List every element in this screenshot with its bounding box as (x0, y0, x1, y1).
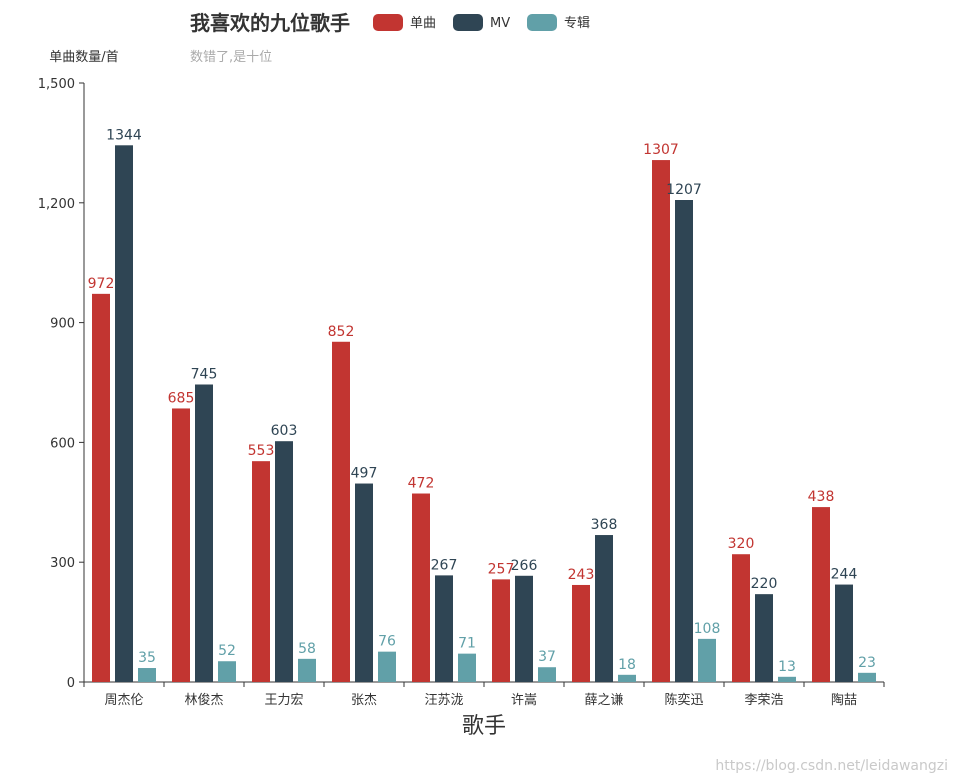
bar[interactable] (812, 507, 830, 682)
bars (92, 145, 876, 682)
data-label: 244 (831, 567, 858, 583)
data-label: 76 (378, 634, 396, 650)
bar[interactable] (858, 672, 876, 682)
bar[interactable] (458, 653, 476, 682)
x-tick-label: 张杰 (351, 693, 377, 708)
bar[interactable] (652, 160, 670, 682)
data-label: 58 (298, 641, 316, 657)
data-label: 685 (168, 390, 195, 406)
y-tick-label: 300 (50, 556, 75, 571)
x-tick-label: 周杰伦 (104, 693, 143, 708)
data-label: 603 (271, 423, 298, 439)
y-tick-label: 0 (67, 676, 75, 691)
data-label: 257 (488, 561, 515, 577)
data-label: 266 (511, 558, 538, 574)
data-label: 108 (694, 621, 721, 637)
chart-title: 我喜欢的九位歌手 (190, 11, 350, 35)
x-tick-label: 汪苏泷 (424, 692, 463, 708)
data-label: 368 (591, 517, 618, 533)
legend-swatch (453, 14, 483, 31)
bar[interactable] (355, 483, 373, 682)
data-label: 1344 (106, 127, 142, 143)
data-label: 1307 (643, 142, 679, 158)
data-label: 13 (778, 659, 796, 675)
bar[interactable] (732, 554, 750, 682)
x-tick-label: 陶喆 (831, 692, 857, 708)
x-tick-label: 林俊杰 (184, 693, 223, 708)
data-label: 320 (728, 536, 755, 552)
chart-subtitle: 数错了,是十位 (190, 50, 272, 65)
y-tick-label: 1,200 (38, 197, 75, 212)
y-tick-label: 600 (50, 436, 75, 451)
data-label: 1207 (666, 182, 702, 198)
data-label: 553 (248, 443, 275, 459)
data-label: 71 (458, 636, 476, 652)
bar[interactable] (755, 594, 773, 682)
data-label: 972 (88, 276, 115, 292)
bar[interactable] (835, 584, 853, 682)
bar[interactable] (92, 293, 110, 682)
legend-label: 单曲 (410, 16, 436, 31)
bar[interactable] (195, 384, 213, 682)
legend[interactable]: 单曲 MV 专辑 (373, 14, 590, 31)
bar[interactable] (572, 584, 590, 682)
legend-swatch (527, 14, 557, 31)
bar[interactable] (172, 408, 190, 682)
x-tick-label: 许嵩 (511, 693, 537, 708)
x-tick-label: 薛之谦 (584, 693, 623, 708)
bar[interactable] (252, 461, 270, 682)
watermark: https://blog.csdn.net/leidawangzi (715, 758, 948, 774)
legend-label: 专辑 (564, 16, 590, 31)
legend-swatch (373, 14, 403, 31)
x-axis-name: 歌手 (462, 714, 506, 739)
data-labels: 972 1344 35 685 745 52 553 603 58 852 497 76 472 267 7… (88, 127, 876, 675)
bar[interactable] (778, 676, 796, 682)
y-tick-label: 1,500 (38, 77, 75, 92)
bar[interactable] (275, 441, 293, 682)
bar[interactable] (595, 535, 613, 682)
legend-label: MV (490, 16, 510, 31)
data-label: 438 (808, 489, 835, 505)
x-tick-label: 王力宏 (264, 693, 303, 708)
x-tick-label: 陈奕迅 (664, 692, 703, 708)
y-tick-label: 900 (50, 317, 75, 332)
data-label: 23 (858, 655, 876, 671)
x-axis: 周杰伦 林俊杰 王力宏 张杰 汪苏泷 许嵩 薛之谦 陈奕迅 李荣浩 陶喆 (83, 681, 885, 708)
data-label: 243 (568, 567, 595, 583)
bar[interactable] (378, 651, 396, 682)
data-label: 18 (618, 657, 636, 673)
bar[interactable] (115, 145, 133, 682)
legend-item-2[interactable]: 专辑 (527, 14, 590, 31)
bar[interactable] (138, 668, 156, 682)
data-label: 745 (191, 366, 218, 382)
bar[interactable] (412, 493, 430, 682)
bar[interactable] (515, 575, 533, 682)
x-tick-label: 李荣浩 (744, 693, 783, 708)
y-axis: 0 300 600 900 1,200 1,500 (38, 77, 85, 691)
data-label: 497 (351, 466, 378, 482)
data-label: 852 (328, 324, 355, 340)
bar[interactable] (298, 658, 316, 682)
bar[interactable] (675, 200, 693, 682)
bar[interactable] (435, 575, 453, 682)
legend-item-1[interactable]: MV (453, 14, 510, 31)
data-label: 220 (751, 576, 778, 592)
data-label: 52 (218, 643, 236, 659)
y-axis-name: 单曲数量/首 (49, 50, 118, 65)
bar[interactable] (618, 674, 636, 682)
bar[interactable] (538, 667, 556, 682)
bar[interactable] (218, 661, 236, 682)
data-label: 472 (408, 476, 435, 492)
bar[interactable] (332, 341, 350, 682)
data-label: 35 (138, 650, 156, 666)
data-label: 267 (431, 557, 458, 573)
bar[interactable] (698, 638, 716, 682)
bar[interactable] (492, 579, 510, 682)
legend-item-0[interactable]: 单曲 (373, 14, 436, 31)
data-label: 37 (538, 649, 556, 665)
